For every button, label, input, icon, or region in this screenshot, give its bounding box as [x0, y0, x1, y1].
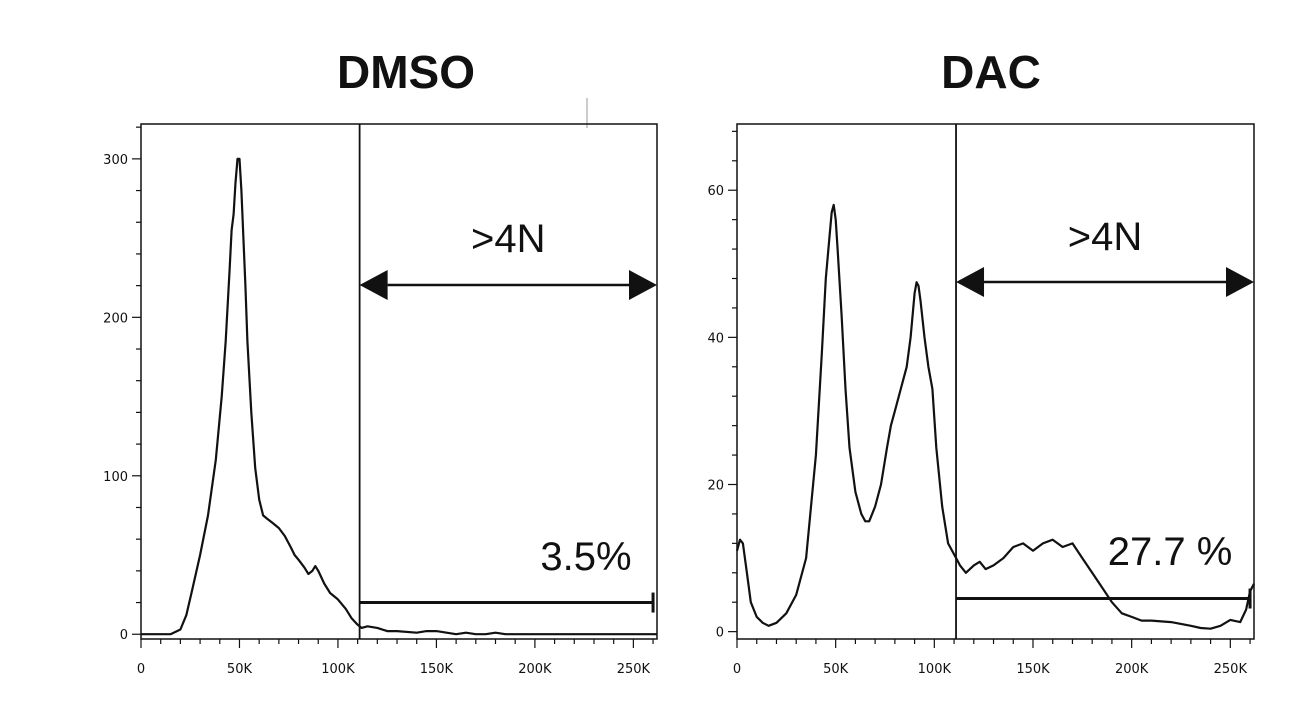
gate-percent: 27.7 %	[1108, 530, 1233, 574]
x-tick-label: 150K	[1016, 662, 1050, 677]
panel-dmso: DMSO 0 100 200 300 0 50K 100K 150K 200K 250K >4N…	[103, 46, 658, 677]
histogram-curve	[735, 203, 1255, 630]
panel-dac: DAC 0 20 40 60 0 50K 100K 150K 200K 250K >4N 27.…	[707, 46, 1255, 677]
histogram-curve	[141, 157, 657, 636]
x-tick-label: 150K	[420, 662, 454, 677]
x-tick-label: 100K	[321, 662, 355, 677]
title: DMSO	[337, 46, 475, 98]
x-ticks: 0 50K 100K 150K 200K 250K	[137, 639, 654, 677]
y-tick-label: 40	[707, 331, 724, 346]
x-tick-label: 250K	[617, 662, 651, 677]
x-tick-label: 200K	[1115, 662, 1149, 677]
x-tick-label: 50K	[823, 662, 849, 677]
gate-arrow-right-head	[629, 270, 657, 300]
x-tick-label: 0	[137, 662, 145, 677]
x-tick-label: 50K	[227, 662, 253, 677]
y-tick-label: 20	[707, 479, 724, 494]
y-tick-label: 0	[716, 626, 724, 641]
x-tick-label: 250K	[1214, 662, 1248, 677]
gate-arrow-right-head	[1226, 267, 1254, 297]
plot-frame	[140, 123, 658, 640]
y-ticks: 0 20 40 60	[707, 130, 737, 641]
x-tick-label: 200K	[518, 662, 552, 677]
x-tick-label: 100K	[918, 662, 952, 677]
gate-label: >4N	[1068, 215, 1143, 259]
gate-label: >4N	[471, 217, 546, 261]
title: DAC	[941, 46, 1041, 98]
y-tick-label: 0	[120, 628, 128, 643]
y-tick-label: 200	[103, 311, 128, 326]
x-tick-label: 0	[733, 662, 741, 677]
gate-arrow-left-head	[359, 270, 388, 300]
gate-arrow	[956, 267, 1254, 297]
plot-frame	[736, 123, 1255, 640]
y-ticks: 0 100 200 300	[103, 126, 141, 643]
gate-percent: 3.5%	[540, 535, 631, 579]
x-ticks: 0 50K 100K 150K 200K 250K	[733, 639, 1251, 677]
y-tick-label: 300	[103, 153, 128, 168]
gate-bar	[359, 592, 655, 613]
y-tick-label: 100	[103, 470, 128, 485]
gate-arrow-left-head	[956, 267, 985, 297]
y-tick-label: 60	[707, 184, 724, 199]
gate-bar	[956, 588, 1252, 609]
gate-arrow	[359, 270, 657, 300]
